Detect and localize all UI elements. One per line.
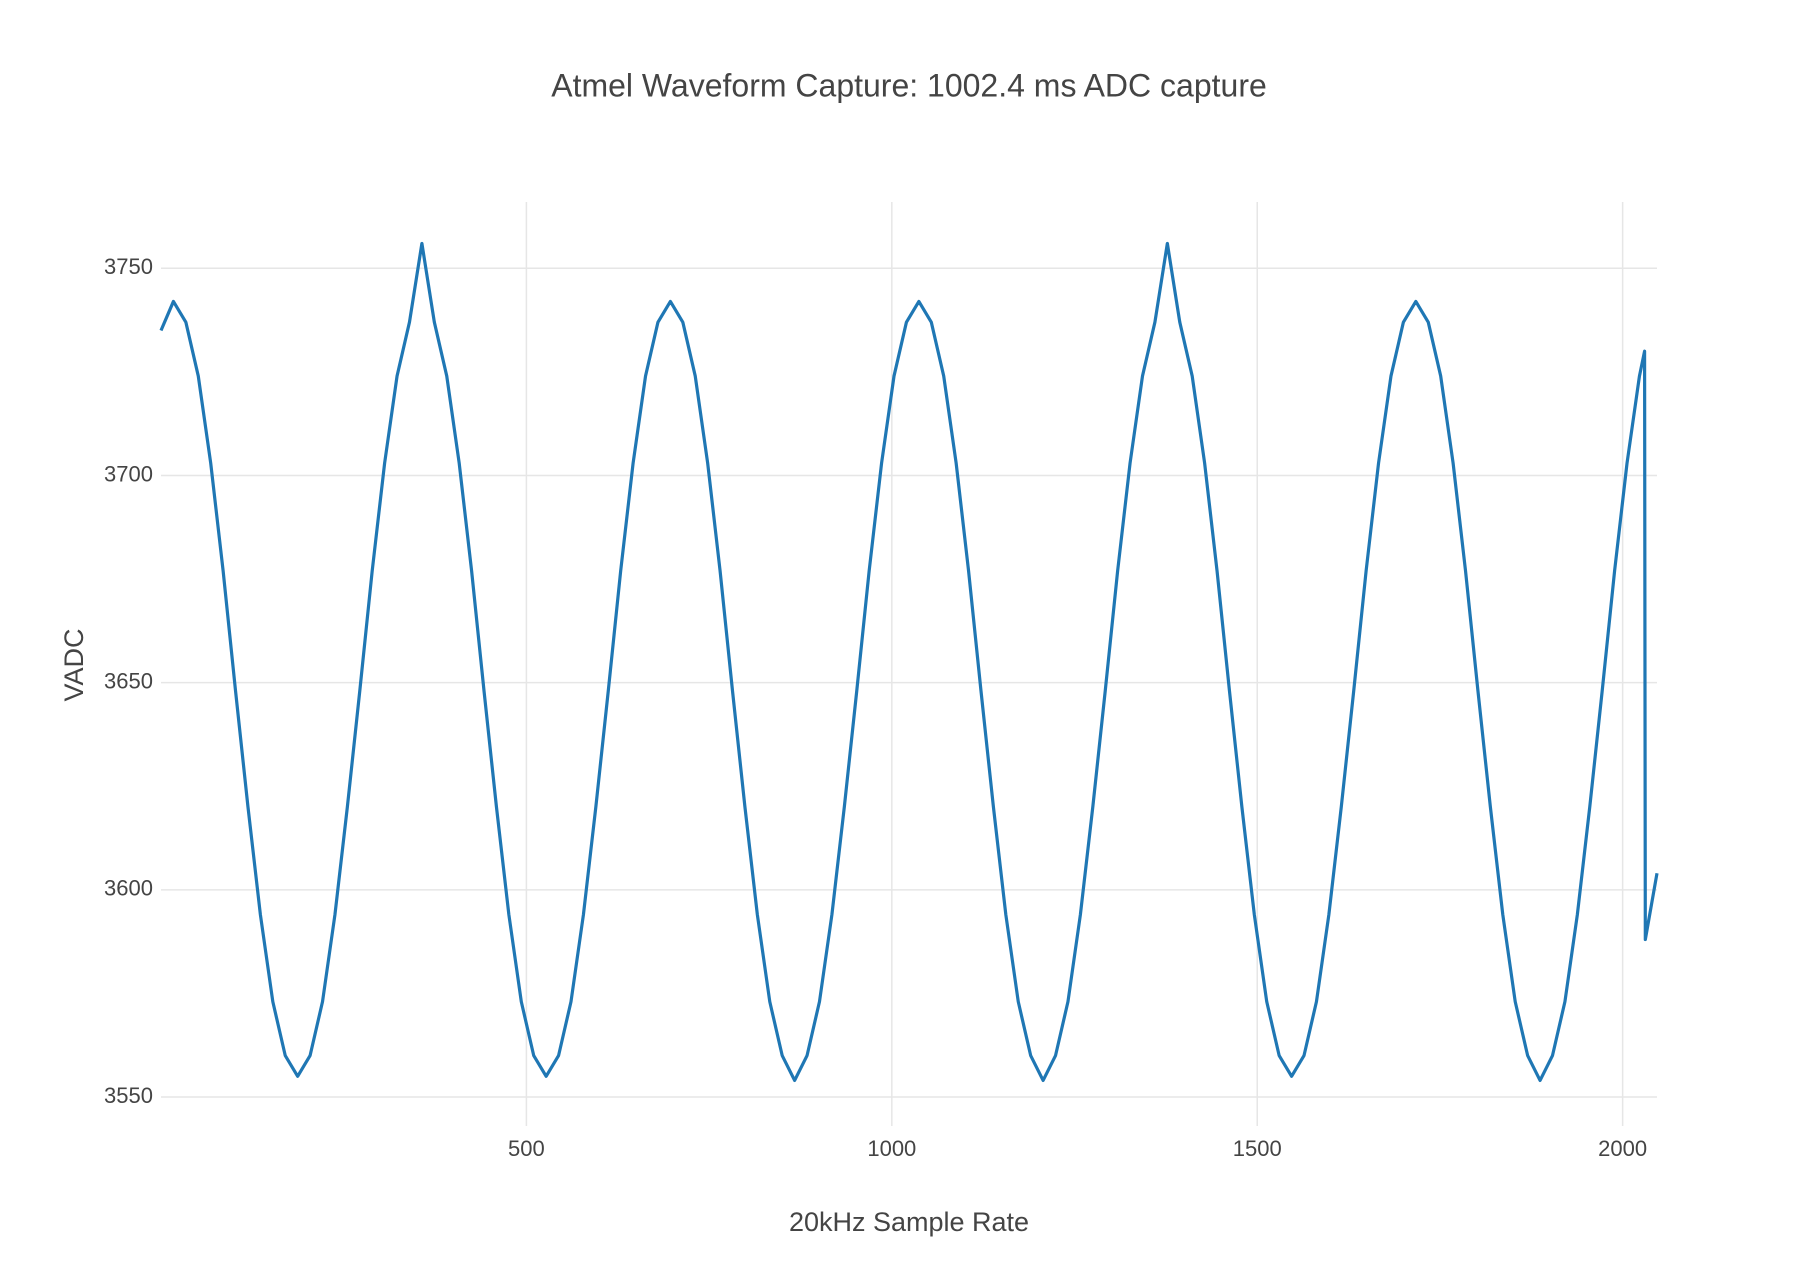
chart-title: Atmel Waveform Capture: 1002.4 ms ADC ca…	[551, 67, 1267, 103]
data-line	[159, 241, 1659, 1083]
x-axis-title: 20kHz Sample Rate	[789, 1207, 1029, 1237]
y-tick-label: 3600	[104, 876, 153, 901]
y-tick-label: 3650	[104, 668, 153, 693]
y-tick-label: 3550	[104, 1083, 153, 1108]
x-tick-label: 1000	[867, 1136, 916, 1161]
x-tick-label: 500	[508, 1136, 545, 1161]
y-tick-label: 3750	[104, 254, 153, 279]
x-tick-label: 2000	[1598, 1136, 1647, 1161]
y-tick-label: 3700	[104, 461, 153, 486]
x-tick-label: 1500	[1233, 1136, 1282, 1161]
y-axis-title: VADC	[59, 628, 89, 701]
